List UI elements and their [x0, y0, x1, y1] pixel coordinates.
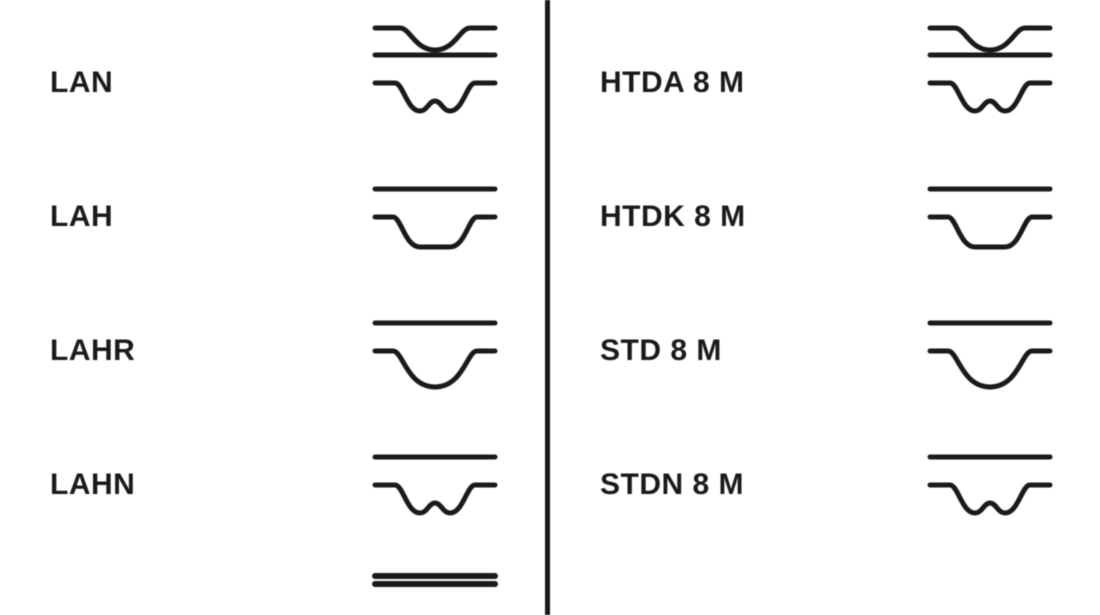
profile-path — [375, 217, 495, 247]
profile-STDN — [920, 445, 1060, 525]
right-column: HTDA 8 M HTDK 8 M STD 8 M — [550, 0, 1100, 615]
profile-path — [930, 217, 1050, 247]
profile-HTDK — [920, 177, 1060, 257]
label-STDN: STDN 8 M — [600, 468, 744, 502]
profile-path — [930, 351, 1050, 387]
profile-HTDA — [920, 43, 1060, 123]
row-STDN: STDN 8 M — [550, 420, 1100, 550]
label-LAN: LAN — [50, 66, 113, 100]
row-HTDK: HTDK 8 M — [550, 152, 1100, 282]
profile-STD — [920, 311, 1060, 391]
left-column: LAN LAH LAHR — [0, 0, 545, 615]
label-STD: STD 8 M — [600, 334, 722, 368]
row-STD: STD 8 M — [550, 286, 1100, 416]
label-LAH: LAH — [50, 200, 113, 234]
row-HTDA: HTDA 8 M — [550, 18, 1100, 148]
profile-path — [930, 83, 1050, 111]
profile-LAHR — [365, 311, 505, 391]
row-LAHN: LAHN — [0, 420, 545, 550]
profile-path — [375, 351, 495, 387]
profile-LAH — [365, 177, 505, 257]
label-HTDK: HTDK 8 M — [600, 200, 746, 234]
label-LAHR: LAHR — [50, 334, 135, 368]
row-LAHR: LAHR — [0, 286, 545, 416]
profile-LAHN — [365, 445, 505, 525]
row-LAH: LAH — [0, 152, 545, 282]
profile-path — [930, 485, 1050, 513]
profile-path — [375, 485, 495, 513]
profile-path — [375, 83, 495, 111]
partial-top-left — [0, 0, 545, 12]
profile-svg-partial-bottom-left — [365, 564, 505, 604]
partial-bottom-left — [0, 554, 545, 614]
belt-profile-reference-chart: LAN LAH LAHR — [0, 0, 1100, 615]
profile-LAN — [365, 43, 505, 123]
partial-top-right — [550, 0, 1100, 12]
label-HTDA: HTDA 8 M — [600, 66, 745, 100]
label-LAHN: LAHN — [50, 468, 135, 502]
row-LAN: LAN — [0, 18, 545, 148]
